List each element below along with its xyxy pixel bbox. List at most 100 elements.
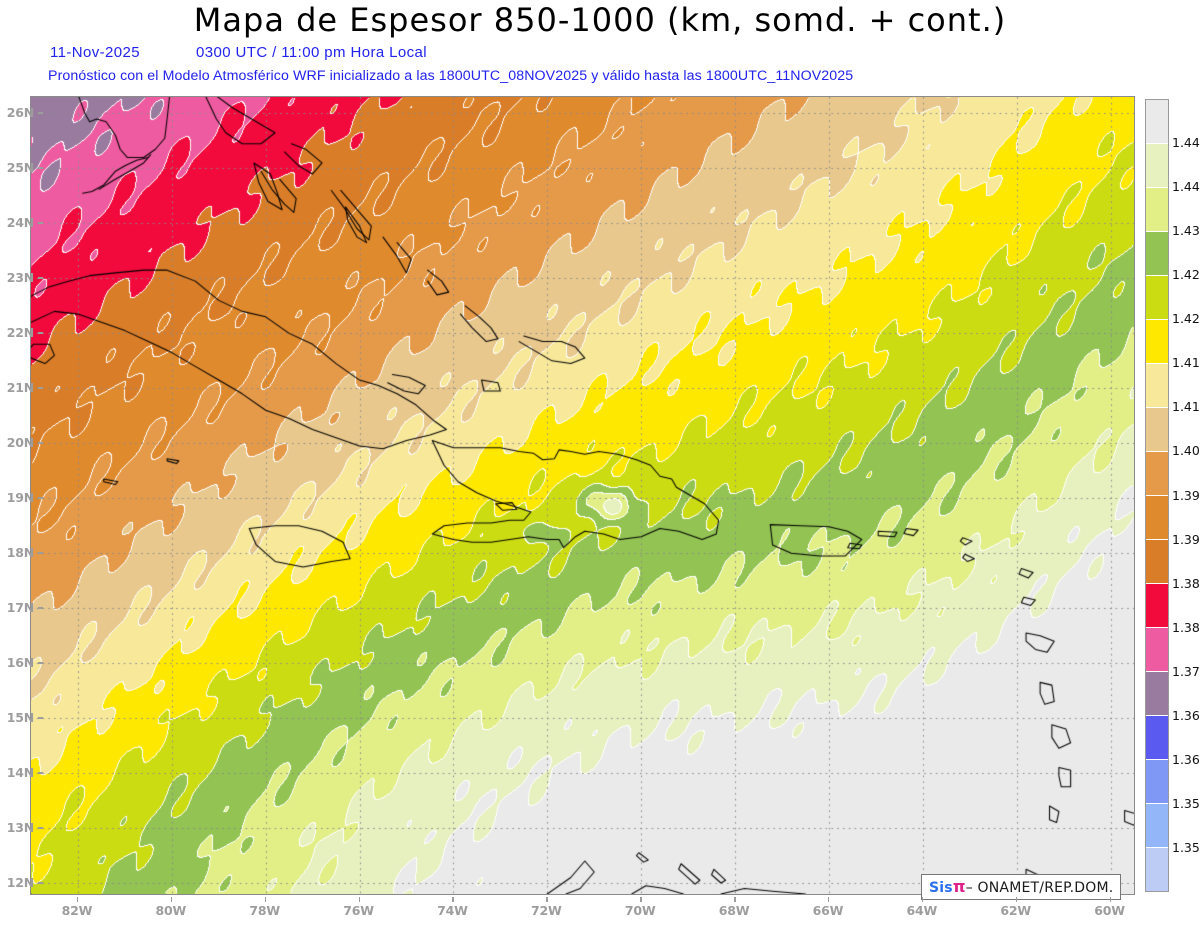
lat-tick-14N: 14N [6,765,34,781]
forecast-date: 11-Nov-2025 [50,44,141,61]
lat-tick-mark [38,442,43,444]
attribution-logo: Sisπ– ONAMET/REP.DOM. [921,874,1122,900]
colorbar-tick-1.35: 1.35 [1172,839,1200,855]
lon-tick-mark [640,897,642,902]
lat-tick-mark [38,662,43,664]
lon-tick-70W: 70W [624,903,656,918]
colorbar-segment-11 [1146,584,1168,628]
colorbar-tick-1.44: 1.44 [1172,179,1200,195]
lat-tick-25N: 25N [6,160,34,176]
colorbar-tick-1.422: 1.422 [1172,311,1200,327]
lat-tick-mark [38,167,43,169]
colorbar-segment-6 [1146,364,1168,408]
colorbar-segment-7 [1146,408,1168,452]
lat-tick-19N: 19N [6,490,34,506]
colorbar-tick-1.386: 1.386 [1172,575,1200,591]
colorbar-segment-2 [1146,188,1168,232]
colorbar-tick-1.356: 1.356 [1172,795,1200,811]
lon-tick-66W: 66W [812,903,844,918]
lat-tick-12N: 12N [6,875,34,890]
colorbar-tick-1.404: 1.404 [1172,443,1200,459]
lat-tick-mark [38,112,43,114]
colorbar-tick-1.374: 1.374 [1172,663,1200,679]
lat-tick-22N: 22N [6,325,34,341]
lat-tick-13N: 13N [6,820,34,836]
lat-tick-23N: 23N [6,270,34,286]
colorbar-tick-1.38: 1.38 [1172,619,1200,635]
colorbar-segment-5 [1146,320,1168,364]
colorbar-tick-1.434: 1.434 [1172,223,1200,239]
lat-tick-mark [38,222,43,224]
lat-tick-mark [38,332,43,334]
colorbar-segment-12 [1146,628,1168,672]
colorbar-segment-1 [1146,144,1168,188]
lon-tick-mark [827,897,830,902]
colorbar-tick-1.368: 1.368 [1172,707,1200,723]
colorbar-segment-17 [1146,848,1168,891]
lon-tick-72W: 72W [531,903,562,918]
lon-tick-82W: 82W [61,903,93,918]
lat-tick-mark [38,717,43,719]
colorbar-segment-16 [1146,804,1168,848]
colorbar-segment-4 [1146,276,1168,320]
map-plot-area[interactable] [30,96,1135,895]
lon-tick-mark [1109,897,1112,902]
lat-tick-mark [38,277,43,279]
lon-tick-mark [170,897,173,902]
lon-tick-mark [546,897,548,902]
colorbar-tick-1.446: 1.446 [1172,135,1200,151]
lon-tick-mark [76,897,79,902]
colorbar-tick-1.416: 1.416 [1172,355,1200,371]
lat-tick-mark [38,387,43,389]
lat-tick-mark [38,882,43,884]
lon-tick-mark [264,897,267,902]
map-field-canvas [31,97,1134,894]
lat-tick-18N: 18N [6,545,34,561]
colorbar-tick-1.362: 1.362 [1172,751,1200,767]
lon-tick-64W: 64W [906,903,938,918]
lat-tick-15N: 15N [6,710,34,726]
colorbar-segment-13 [1146,672,1168,716]
lat-tick-20N: 20N [6,435,34,451]
lon-tick-mark [921,897,924,902]
lon-tick-80W: 80W [155,903,187,918]
colorbar-segment-0 [1146,100,1168,144]
logo-agency-text: – ONAMET/REP.DOM. [965,880,1114,896]
colorbar-segment-3 [1146,232,1168,276]
forecast-time: 0300 UTC / 11:00 pm Hora Local [196,44,428,61]
lat-tick-21N: 21N [6,380,34,396]
lat-tick-24N: 24N [6,215,34,231]
lon-tick-mark [358,897,361,902]
lat-tick-mark [38,772,43,774]
lat-tick-26N: 26N [6,105,34,121]
logo-sis-text: Sis [929,880,953,896]
colorbar-tick-1.392: 1.392 [1172,531,1200,547]
colorbar-segment-15 [1146,760,1168,804]
colorbar-tick-1.428: 1.428 [1172,267,1200,283]
colorbar-tick-1.398: 1.398 [1172,487,1200,503]
forecast-datetime: 11-Nov-2025 0300 UTC / 11:00 pm Hora Loca… [50,44,750,61]
colorbar-tick-1.41: 1.41 [1172,399,1200,415]
logo-pi-icon: π [952,877,966,896]
colorbar-segment-9 [1146,496,1168,540]
lon-tick-76W: 76W [343,903,374,918]
lon-tick-78W: 78W [249,903,280,918]
colorbar-segment-14 [1146,716,1168,760]
lat-tick-mark [38,552,43,554]
lon-tick-74W: 74W [437,903,468,918]
lon-tick-62W: 62W [1000,903,1031,918]
lon-tick-68W: 68W [718,903,750,918]
lon-tick-mark [452,897,454,902]
lon-tick-60W: 60W [1094,903,1125,918]
lon-tick-mark [1015,897,1018,902]
colorbar[interactable] [1145,99,1169,892]
colorbar-segment-8 [1146,452,1168,496]
lat-tick-16N: 16N [6,655,34,671]
lon-tick-mark [734,897,736,902]
lat-tick-mark [38,827,43,829]
model-description: Pronóstico con el Modelo Atmosférico WRF… [48,68,854,84]
page-title: Mapa de Espesor 850-1000 (km, somd. + co… [193,1,1007,39]
lat-tick-17N: 17N [6,600,34,616]
lat-tick-mark [38,497,43,499]
